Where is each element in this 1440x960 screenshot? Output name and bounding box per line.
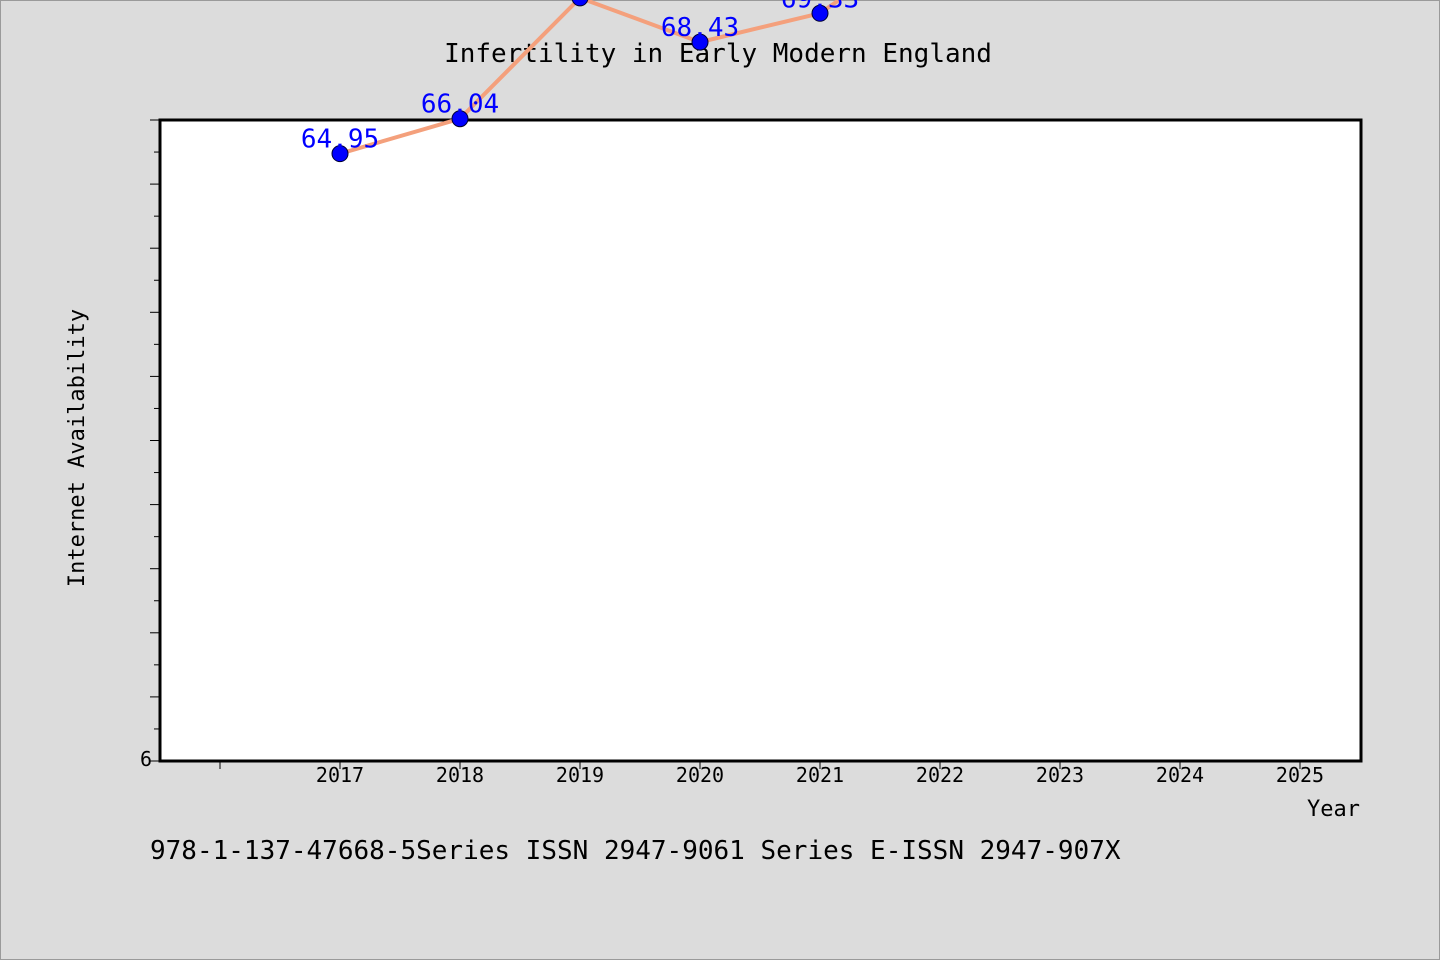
x-tick-label: 2021	[796, 763, 844, 787]
footer-isbn-text: 978-1-137-47668-5Series ISSN 2947-9061 S…	[150, 836, 1121, 866]
x-axis-ticks: 2017 2018 2019 2020 2021 2022 2023 2024 2025	[219, 761, 1324, 787]
y-axis-ticks	[150, 119, 160, 762]
y-tick-label: 6	[140, 747, 152, 771]
x-tick-label: 2019	[556, 763, 604, 787]
data-point	[451, 110, 469, 128]
x-tick-label: 2023	[1036, 763, 1084, 787]
y-axis-label: Internet Availability	[65, 309, 90, 587]
data-label: 64.95	[301, 125, 379, 155]
x-tick-label: 2020	[676, 763, 724, 787]
plot-area	[158, 118, 1363, 763]
data-point	[571, 0, 589, 7]
data-point	[691, 33, 709, 51]
x-tick-label: 2025	[1276, 763, 1324, 787]
data-point	[331, 145, 349, 163]
x-tick-label: 2017	[316, 763, 364, 787]
data-label: 68.43	[661, 13, 739, 43]
x-tick-label: 2018	[436, 763, 484, 787]
x-tick-label: 2024	[1156, 763, 1204, 787]
data-points	[331, 0, 829, 163]
data-point	[811, 4, 829, 22]
x-axis-label: Year	[1307, 797, 1360, 822]
x-tick-label: 2022	[916, 763, 964, 787]
data-label: 69.33	[781, 0, 859, 14]
data-label: 66.04	[421, 90, 499, 120]
data-labels: 64.9566.0469.8168.4369.3371.9470.2473.52…	[301, 0, 859, 155]
